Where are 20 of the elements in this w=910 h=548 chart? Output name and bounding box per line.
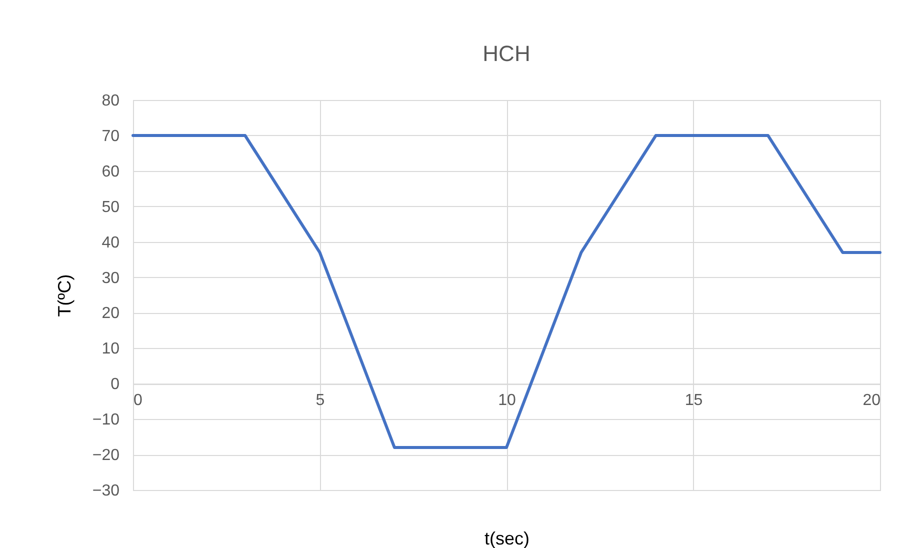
x-tick-label: 20 — [862, 392, 881, 410]
x-tick-label: 5 — [316, 392, 325, 410]
x-axis-title: t(sec) — [484, 528, 530, 548]
y-tick-label: 60 — [102, 163, 120, 180]
y-tick-label: 80 — [102, 92, 120, 110]
y-tick-label: 0 — [110, 376, 120, 394]
y-tick-label: 30 — [102, 270, 120, 287]
y-tick-label: 40 — [102, 234, 120, 252]
x-tick-label: 0 — [134, 392, 142, 410]
y-tick-label: −10 — [92, 412, 120, 429]
y-tick-label: −20 — [92, 447, 120, 464]
x-tick-label: 15 — [684, 392, 703, 410]
x-tick-label: 10 — [498, 392, 516, 410]
y-tick-label: 10 — [102, 340, 120, 358]
y-tick-label: 70 — [102, 128, 120, 145]
y-tick-label: 20 — [102, 305, 120, 322]
y-axis-title: T(ºC) — [54, 274, 74, 317]
chart-title: HCH — [482, 41, 530, 66]
y-tick-label: −30 — [92, 482, 120, 500]
y-tick-label: 50 — [102, 198, 120, 216]
